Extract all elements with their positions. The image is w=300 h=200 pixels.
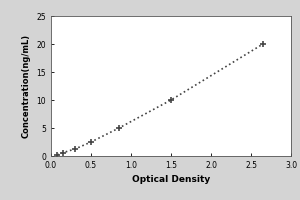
Y-axis label: Concentration(ng/mL): Concentration(ng/mL) — [22, 34, 31, 138]
X-axis label: Optical Density: Optical Density — [132, 175, 210, 184]
